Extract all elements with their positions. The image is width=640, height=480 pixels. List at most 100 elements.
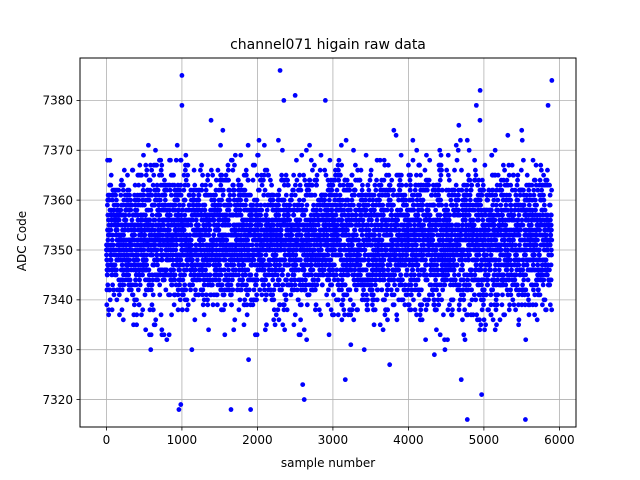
data-point bbox=[144, 167, 150, 173]
data-point bbox=[192, 182, 198, 188]
data-point bbox=[336, 177, 342, 183]
data-point bbox=[155, 277, 161, 283]
data-point bbox=[472, 272, 478, 278]
data-point bbox=[232, 317, 238, 323]
data-point bbox=[338, 142, 344, 148]
data-point bbox=[275, 282, 281, 288]
data-point bbox=[433, 247, 439, 253]
data-point bbox=[387, 182, 393, 188]
data-point bbox=[337, 192, 343, 198]
data-point bbox=[154, 182, 160, 188]
data-point bbox=[381, 267, 387, 273]
data-point bbox=[156, 192, 162, 198]
data-point bbox=[347, 187, 353, 193]
data-point bbox=[190, 217, 196, 223]
data-point bbox=[200, 292, 205, 298]
data-point bbox=[466, 147, 472, 153]
data-point bbox=[385, 282, 391, 288]
data-point bbox=[266, 172, 271, 178]
data-point bbox=[119, 177, 124, 183]
data-point bbox=[304, 147, 309, 153]
data-point bbox=[294, 177, 300, 183]
data-point bbox=[192, 317, 198, 323]
data-point bbox=[386, 172, 392, 178]
data-point bbox=[104, 302, 110, 308]
data-point bbox=[437, 177, 443, 183]
data-point bbox=[162, 192, 168, 198]
data-point bbox=[461, 292, 466, 298]
data-point bbox=[229, 157, 235, 163]
data-point bbox=[461, 297, 467, 303]
data-point bbox=[118, 207, 124, 213]
data-point bbox=[439, 187, 445, 193]
data-point bbox=[325, 232, 330, 238]
data-point bbox=[151, 262, 157, 268]
data-point bbox=[387, 197, 393, 203]
data-point bbox=[178, 182, 184, 188]
data-point bbox=[129, 247, 135, 253]
data-point bbox=[348, 342, 354, 348]
data-point bbox=[113, 192, 118, 198]
data-point bbox=[314, 282, 320, 288]
data-point bbox=[297, 217, 303, 223]
data-point bbox=[198, 167, 203, 173]
data-point bbox=[296, 227, 302, 233]
data-point bbox=[200, 172, 206, 178]
data-point bbox=[253, 282, 259, 288]
data-point bbox=[283, 172, 289, 178]
data-point bbox=[173, 247, 179, 253]
data-point bbox=[217, 202, 223, 208]
data-point bbox=[434, 307, 439, 313]
data-point bbox=[303, 277, 308, 283]
data-point bbox=[325, 302, 331, 308]
data-point bbox=[430, 237, 436, 243]
data-point bbox=[237, 207, 243, 213]
data-point bbox=[332, 247, 338, 253]
data-point bbox=[436, 192, 441, 198]
data-point bbox=[333, 212, 339, 218]
data-point bbox=[206, 262, 212, 268]
data-point bbox=[410, 157, 416, 163]
data-point bbox=[438, 197, 443, 203]
data-point bbox=[148, 287, 154, 293]
data-point bbox=[414, 172, 419, 178]
data-point bbox=[452, 167, 457, 173]
data-point bbox=[379, 237, 385, 243]
data-point bbox=[292, 282, 298, 288]
data-point bbox=[122, 227, 128, 233]
data-point bbox=[344, 177, 350, 183]
data-point bbox=[477, 117, 483, 123]
data-point bbox=[123, 217, 129, 223]
data-point bbox=[404, 202, 409, 208]
data-point bbox=[196, 197, 202, 203]
data-point bbox=[456, 272, 462, 278]
data-point bbox=[250, 177, 256, 183]
data-point bbox=[109, 197, 115, 203]
data-point bbox=[199, 182, 205, 188]
data-point bbox=[225, 162, 231, 168]
data-point bbox=[162, 177, 167, 183]
data-point bbox=[322, 167, 328, 173]
data-point bbox=[280, 322, 286, 328]
data-point bbox=[439, 167, 444, 173]
data-point bbox=[192, 267, 198, 273]
data-point bbox=[405, 212, 411, 218]
data-point bbox=[283, 292, 289, 298]
data-point bbox=[227, 222, 232, 228]
data-point bbox=[294, 287, 300, 293]
data-point bbox=[132, 227, 138, 233]
data-point bbox=[453, 182, 459, 188]
data-point bbox=[241, 322, 247, 328]
data-point bbox=[178, 257, 184, 263]
data-point bbox=[328, 257, 334, 263]
data-point bbox=[164, 337, 170, 343]
data-point bbox=[358, 167, 364, 173]
data-point bbox=[158, 157, 164, 163]
data-point bbox=[391, 127, 397, 133]
data-point bbox=[365, 307, 371, 313]
data-point bbox=[479, 262, 485, 268]
data-point bbox=[313, 302, 319, 308]
data-point bbox=[197, 277, 203, 283]
data-point bbox=[381, 257, 387, 263]
